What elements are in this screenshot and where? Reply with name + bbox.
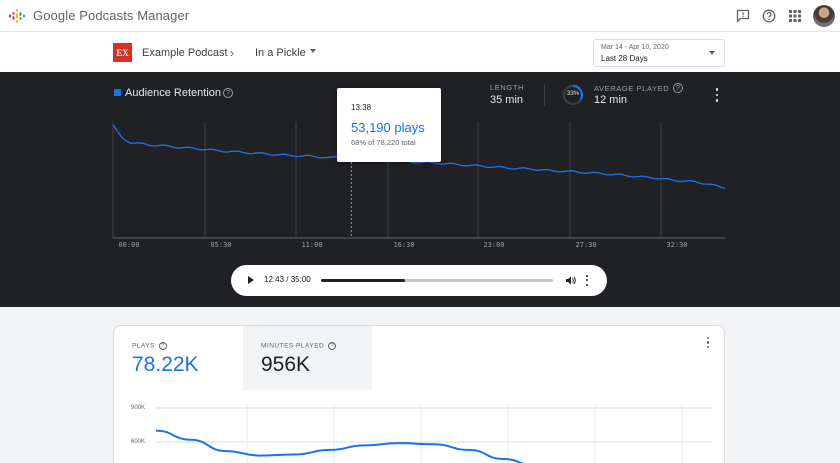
app-title: Google Podcasts Manager [33, 8, 190, 23]
plays-value: 78.22K [132, 353, 199, 376]
average-played-percent: 33% [566, 91, 579, 97]
podcast-name-link[interactable]: Example Podcast [142, 47, 228, 59]
x-tick-label: 27:30 [575, 241, 597, 249]
tooltip-time: 13:38 [351, 103, 372, 112]
audio-player: 12:43 / 35:00 [231, 265, 607, 296]
caret-down-icon[interactable] [310, 49, 316, 53]
date-range-text: Mar 14 - Apr 10, 2020 [601, 44, 669, 51]
tab-minutes-played[interactable]: MINUTES PLAYED? 956K [243, 326, 372, 390]
retention-title: Audience Retention [125, 87, 222, 99]
more-options-icon[interactable] [711, 87, 723, 103]
length-value: 35 min [490, 94, 524, 106]
player-more-icon[interactable] [583, 274, 591, 287]
player-time: 12:43 / 35:00 [264, 275, 311, 284]
episode-selector[interactable]: In a Pickle [255, 47, 306, 59]
help-icon[interactable] [760, 7, 778, 25]
minutes-played-value: 956K [261, 353, 311, 376]
x-tick-label: 23:00 [483, 241, 505, 249]
feedback-icon[interactable] [734, 7, 752, 25]
date-range-selector[interactable]: Mar 14 - Apr 10, 2020 Last 28 Days [593, 39, 725, 67]
x-tick-label: 00:00 [118, 241, 140, 249]
volume-icon[interactable] [565, 275, 576, 286]
chevron-right-icon: › [230, 46, 234, 60]
date-range-label: Last 28 Days [601, 54, 648, 63]
length-label: LENGTH [490, 83, 525, 92]
divider [544, 84, 545, 106]
help-icon[interactable]: ? [223, 88, 233, 98]
y-tick-label: 600K [131, 439, 146, 445]
minutes-played-label: MINUTES PLAYED? [261, 342, 337, 350]
retention-tooltip: 13:38 53,190 plays 68% of 78,220 total [337, 88, 441, 162]
help-icon: ? [158, 342, 167, 350]
apps-grid-icon[interactable] [786, 7, 804, 25]
retention-series-line [112, 124, 726, 190]
tooltip-plays: 53,190 plays [351, 120, 425, 135]
average-played-ring [562, 84, 584, 106]
podcast-logo[interactable]: EX [113, 43, 132, 62]
help-icon: ? [328, 342, 337, 350]
metrics-card: PLAYS? 78.22K MINUTES PLAYED? 956K 900K … [113, 325, 725, 463]
seek-bar-progress [321, 279, 406, 282]
average-played-label: AVERAGE PLAYED [594, 84, 670, 93]
average-played-value: 12 min [594, 94, 628, 106]
caret-down-icon [709, 51, 715, 55]
tab-plays[interactable]: PLAYS? 78.22K [114, 326, 243, 390]
help-icon[interactable]: ? [673, 83, 683, 93]
audience-retention-panel: Audience Retention ? LENGTH 35 min 33% A… [0, 72, 840, 307]
plays-label: PLAYS? [132, 342, 167, 350]
metrics-section: PLAYS? 78.22K MINUTES PLAYED? 956K 900K … [0, 307, 840, 463]
podcast-header: EX Example Podcast › In a Pickle Mar 14 … [0, 33, 840, 72]
x-tick-label: 32:30 [666, 241, 688, 249]
seek-bar[interactable] [321, 279, 553, 282]
x-tick-label: 11:00 [301, 241, 323, 249]
google-podcasts-logo-icon[interactable] [9, 8, 25, 24]
legend-swatch [114, 89, 121, 96]
more-options-icon[interactable] [705, 336, 711, 349]
account-avatar[interactable] [813, 5, 835, 27]
x-tick-label: 05:30 [210, 241, 232, 249]
x-tick-label: 16:30 [393, 241, 415, 249]
play-icon[interactable] [248, 276, 254, 284]
tooltip-subtext: 68% of 78,220 total [351, 138, 416, 147]
y-tick-label: 900K [131, 405, 146, 411]
plays-series-line [155, 429, 524, 463]
app-bar: Google Podcasts Manager [0, 0, 840, 32]
plays-chart[interactable] [114, 326, 725, 463]
